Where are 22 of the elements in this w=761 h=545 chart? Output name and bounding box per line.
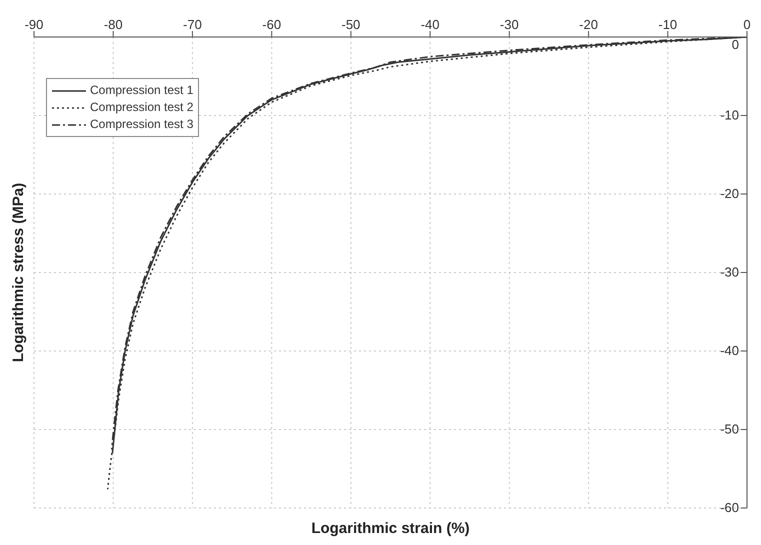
x-axis-title: Logarithmic strain (%) (310, 520, 471, 537)
x-tick-label: -60 (262, 17, 282, 32)
x-tick-label: -10 (658, 17, 678, 32)
x-tick-label: -50 (341, 17, 360, 32)
y-tick-label: -40 (720, 343, 739, 358)
x-tick-label: -40 (420, 17, 440, 32)
x-tick-label: -70 (183, 17, 202, 32)
legend-label: Compression test 2 (90, 99, 194, 116)
y-axis-title: Logarithmic stress (MPa) (10, 182, 28, 362)
y-tick-label: -20 (720, 186, 739, 201)
x-tick-label: -20 (579, 17, 598, 32)
x-tick-label: -90 (24, 17, 44, 32)
y-tick-label: -30 (720, 264, 739, 280)
y-tick-label: -60 (720, 500, 739, 515)
legend-label: Compression test 3 (90, 116, 194, 133)
x-tick-label: -80 (104, 17, 123, 32)
y-tick-label: -50 (720, 422, 739, 436)
y-tick-label: -10 (720, 108, 739, 122)
x-tick-label: -30 (500, 17, 519, 32)
y-tick-label: 0 (732, 37, 739, 52)
legend-label: Compression test 1 (90, 82, 194, 99)
x-tick-label: 0 (743, 17, 751, 32)
